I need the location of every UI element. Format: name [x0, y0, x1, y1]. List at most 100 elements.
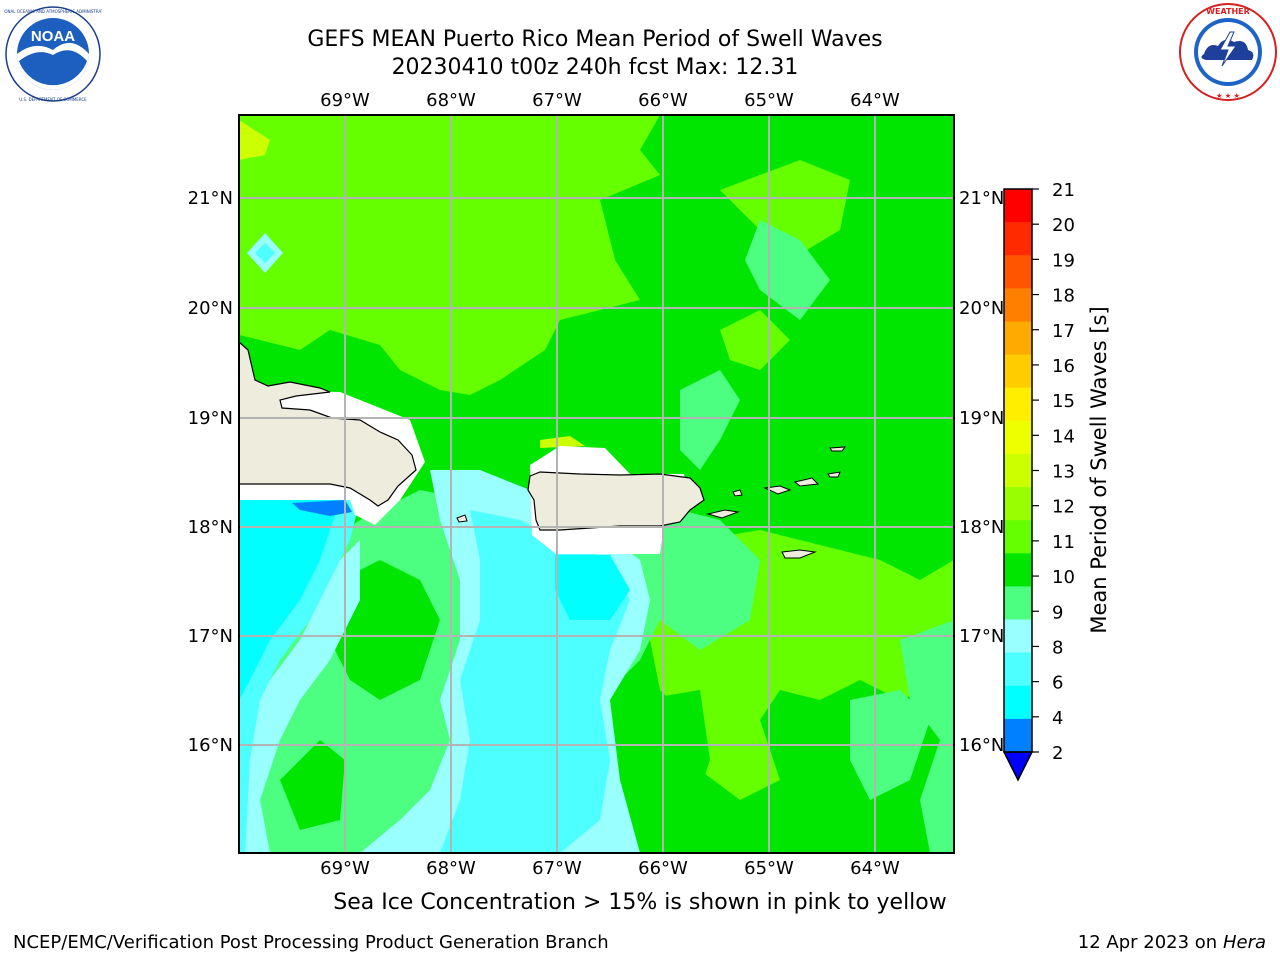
- lat-label-right: 21°N: [959, 188, 1004, 209]
- colorbar-tick-label: 21: [1052, 180, 1075, 201]
- contour-11-12-center-east: [720, 310, 790, 370]
- lat-label-right: 18°N: [959, 517, 1004, 538]
- contour-4-6-center: [555, 555, 630, 620]
- contour-11-12-ne: [720, 160, 850, 260]
- colorbar-tick-label: 13: [1052, 462, 1075, 483]
- colorbar-segment: [1004, 387, 1032, 422]
- land-vieques: [706, 509, 740, 519]
- lon-label-bottom: 65°W: [744, 858, 794, 879]
- colorbar-tick-label: 15: [1052, 391, 1075, 412]
- lon-label-bottom: 68°W: [426, 858, 476, 879]
- colorbar-segment: [1004, 321, 1032, 356]
- svg-text:WEATHER: WEATHER: [1206, 7, 1250, 16]
- colorbar-segment: [1004, 354, 1032, 389]
- land-virgin-islands: [763, 477, 820, 495]
- contour-12-13-pr-north: [540, 436, 585, 448]
- contour-12-13-nw: [239, 120, 270, 160]
- colorbar-segment: [1004, 255, 1032, 289]
- colorbar-segment: [1004, 189, 1032, 223]
- colorbar-tick-label: 18: [1052, 286, 1075, 307]
- lon-label-top: 67°W: [532, 90, 582, 111]
- colorbar-segment: [1004, 718, 1032, 753]
- contour-9-10-east: [680, 370, 740, 470]
- svg-text:U.S. DEPARTMENT OF COMMERCE: U.S. DEPARTMENT OF COMMERCE: [19, 97, 87, 102]
- lat-label-left: 16°N: [188, 735, 233, 756]
- lon-labels-bottom: 69°W 68°W 67°W 66°W 65°W 64°W: [320, 858, 900, 879]
- contour-9-10-se2: [900, 620, 954, 853]
- land-culebra: [732, 489, 743, 497]
- colorbar-segment: [1004, 222, 1032, 256]
- footer-credit: NCEP/EMC/Verification Post Processing Pr…: [13, 932, 609, 953]
- land-anegada: [827, 446, 847, 478]
- contour-field: [239, 115, 954, 853]
- colorbar: [1002, 188, 1034, 782]
- noaa-logo: NOAA NATIONAL OCEANIC AND ATMOSPHERIC AD…: [4, 6, 102, 102]
- colorbar-tick-label: 12: [1052, 497, 1075, 518]
- svg-text:NATIONAL OCEANIC AND ATMOSPHER: NATIONAL OCEANIC AND ATMOSPHERIC ADMINIS…: [4, 9, 102, 14]
- map-frame: [238, 114, 955, 854]
- colorbar-tick-label: 9: [1052, 602, 1063, 623]
- gridlines: [239, 115, 954, 853]
- contour-9-10-ne: [745, 220, 830, 320]
- colorbar-segment: [1004, 520, 1032, 554]
- land-puerto-rico: [527, 471, 705, 531]
- lon-label-bottom: 66°W: [638, 858, 688, 879]
- lat-labels-left: 21°N 20°N 19°N 18°N 17°N 16°N: [188, 188, 233, 756]
- land-st-croix: [781, 549, 817, 559]
- lat-label-right: 16°N: [959, 735, 1004, 756]
- lat-label-right: 17°N: [959, 626, 1004, 647]
- chart-subtitle-run-info: 20230410 t00z 240h fcst Max: 12.31: [391, 55, 799, 80]
- colorbar-tick-label: 19: [1052, 250, 1075, 271]
- colorbar-segment: [1004, 420, 1032, 455]
- colorbar-segment: [1004, 619, 1032, 654]
- lon-label-bottom: 64°W: [850, 858, 900, 879]
- footer-date: 12 Apr 2023 on Hera: [1078, 932, 1266, 953]
- colorbar-label: Mean Period of Swell Waves [s]: [1087, 306, 1111, 633]
- lat-label-left: 21°N: [188, 188, 233, 209]
- land-hispaniola: [239, 341, 417, 507]
- colorbar-segment: [1004, 553, 1032, 587]
- nws-logo: WEATHER ★ ★ ★: [1179, 3, 1277, 101]
- colorbar-tick-label: 17: [1052, 321, 1075, 342]
- contour-4-6-west: [239, 500, 340, 700]
- contour-2-4-patch: [292, 500, 352, 516]
- contour-10-11-sw-patch: [280, 740, 345, 830]
- colorbar-segment: [1004, 586, 1032, 621]
- lat-label-left: 17°N: [188, 626, 233, 647]
- colorbar-segment: [1004, 487, 1032, 521]
- lat-labels-right: 21°N 20°N 19°N 18°N 17°N 16°N: [959, 188, 1004, 756]
- lon-labels-top: 69°W 68°W 67°W 66°W 65°W 64°W: [320, 90, 900, 111]
- colorbar-tick-label: 4: [1052, 708, 1063, 729]
- chart-title: GEFS MEAN Puerto Rico Mean Period of Swe…: [307, 27, 883, 52]
- colorbar-tick-label: 8: [1052, 637, 1063, 658]
- lat-label-left: 18°N: [188, 517, 233, 538]
- sea-ice-note: Sea Ice Concentration > 15% is shown in …: [333, 890, 947, 915]
- colorbar-segment: [1004, 652, 1032, 687]
- colorbar-segment: [1004, 453, 1032, 488]
- footer-machine: Hera: [1222, 932, 1266, 953]
- colorbar-tick-label: 14: [1052, 426, 1075, 447]
- contour-8-9-west: [239, 540, 360, 853]
- colorbar-tick-label: 11: [1052, 532, 1075, 553]
- lat-label-left: 20°N: [188, 298, 233, 319]
- lon-label-top: 68°W: [426, 90, 476, 111]
- colorbar-tick-label: 16: [1052, 356, 1075, 377]
- colorbar-tick-label: 2: [1052, 743, 1063, 764]
- lat-label-right: 19°N: [959, 408, 1004, 429]
- lon-label-top: 65°W: [744, 90, 794, 111]
- colorbar-segment: [1004, 288, 1032, 322]
- lon-label-bottom: 67°W: [532, 858, 582, 879]
- contour-6-8-diamond: [255, 243, 275, 263]
- colorbar-segment: [1004, 685, 1032, 720]
- lat-label-left: 19°N: [188, 408, 233, 429]
- lon-label-top: 66°W: [638, 90, 688, 111]
- contour-10-11-south-center: [630, 690, 710, 853]
- colorbar-tick-label: 6: [1052, 673, 1063, 694]
- lon-label-bottom: 69°W: [320, 858, 370, 879]
- lat-label-right: 20°N: [959, 298, 1004, 319]
- colorbar-tick-label: 10: [1052, 567, 1075, 588]
- colorbar-extend-triangle: [1002, 751, 1034, 782]
- footer-date-text: 12 Apr 2023 on: [1077, 932, 1223, 953]
- noaa-logo-label: NOAA: [31, 28, 75, 45]
